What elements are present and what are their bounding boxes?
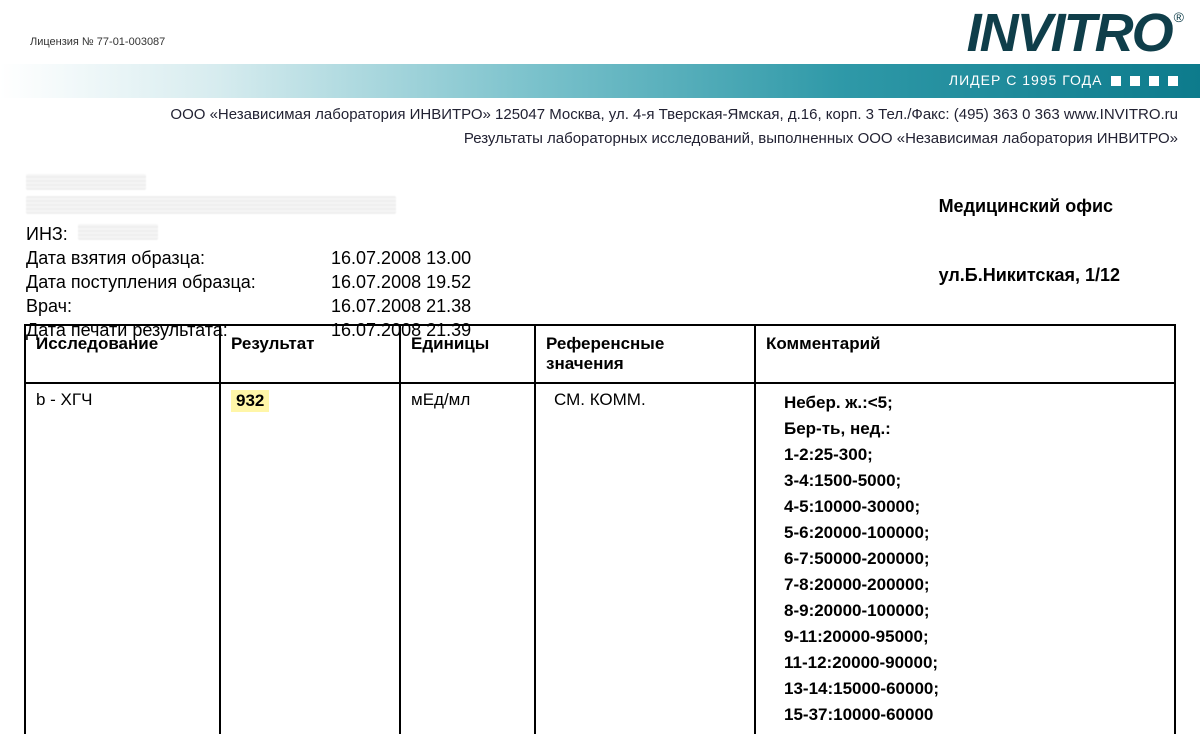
table-row: b - ХГЧ 932 мЕд/мл СМ. КОММ. Небер. ж.:<… <box>25 383 1175 734</box>
sample-received-value: 16.07.2008 19.52 <box>331 270 471 294</box>
cell-units: мЕд/мл <box>400 383 535 734</box>
license-text: Лицензия № 77-01-003087 <box>30 36 165 48</box>
tagline-text: ЛИДЕР С 1995 ГОДА <box>949 72 1103 88</box>
col-comment: Комментарий <box>755 325 1175 383</box>
sample-taken-value: 16.07.2008 13.00 <box>331 246 471 270</box>
square-icon <box>1149 76 1159 86</box>
reference-text: СМ. КОММ. <box>554 390 646 409</box>
company-address-line: ООО «Независимая лаборатория ИНВИТРО» 12… <box>0 106 1200 123</box>
comment-line: Бер-ть, нед.: <box>784 416 1164 442</box>
office-block: Медицинский офис ул.Б.Никитская, 1/12 <box>939 196 1120 286</box>
comment-line: 1-2:25-300; <box>784 442 1164 468</box>
comment-line: 4-5:10000-30000; <box>784 494 1164 520</box>
comment-line: 9-11:20000-95000; <box>784 624 1164 650</box>
doctor-label: Врач: <box>26 294 326 318</box>
cell-comment: Небер. ж.:<5;Бер-ть, нед.:1-2:25-300;3-4… <box>755 383 1175 734</box>
comment-line: 7-8:20000-200000; <box>784 572 1164 598</box>
comment-line: 6-7:50000-200000; <box>784 546 1164 572</box>
doctor-value: 16.07.2008 21.38 <box>331 294 471 318</box>
square-icon <box>1168 76 1178 86</box>
comment-line: 15-37:10000-60000 <box>784 702 1164 728</box>
cell-reference: СМ. КОММ. <box>535 383 755 734</box>
report-subtitle: Результаты лабораторных исследований, вы… <box>0 130 1200 147</box>
comment-line: 5-6:20000-100000; <box>784 520 1164 546</box>
comment-line: 8-9:20000-100000; <box>784 598 1164 624</box>
redacted-patient-details <box>26 196 396 214</box>
sample-taken-label: Дата взятия образца: <box>26 246 326 270</box>
redacted-patient-name <box>26 174 146 190</box>
col-units: Единицы <box>400 325 535 383</box>
table-header-row: Исследование Результат Единицы Референсн… <box>25 325 1175 383</box>
results-table: Исследование Результат Единицы Референсн… <box>24 324 1176 734</box>
sample-received-label: Дата поступления образца: <box>26 270 326 294</box>
square-icon <box>1111 76 1121 86</box>
comment-lines: Небер. ж.:<5;Бер-ть, нед.:1-2:25-300;3-4… <box>766 390 1164 728</box>
cell-result: 932 <box>220 383 400 734</box>
comment-line: 13-14:15000-60000; <box>784 676 1164 702</box>
col-test: Исследование <box>25 325 220 383</box>
col-result: Результат <box>220 325 400 383</box>
logo-word: INVITRO <box>967 3 1172 63</box>
office-address: ул.Б.Никитская, 1/12 <box>939 265 1120 286</box>
logo-text: INVITRO® <box>967 6 1180 60</box>
comment-line: 3-4:1500-5000; <box>784 468 1164 494</box>
square-icon <box>1130 76 1140 86</box>
redacted-inz <box>78 224 158 240</box>
comment-line: 11-12:20000-90000; <box>784 650 1164 676</box>
cell-test: b - ХГЧ <box>25 383 220 734</box>
result-value-highlight: 932 <box>231 390 269 412</box>
comment-line: Небер. ж.:<5; <box>784 390 1164 416</box>
logo-block: INVITRO® <box>967 6 1180 60</box>
inz-label: ИНЗ: <box>26 222 326 246</box>
registered-icon: ® <box>1174 9 1182 25</box>
tagline: ЛИДЕР С 1995 ГОДА <box>949 72 1178 88</box>
col-reference: Референсные значения <box>535 325 755 383</box>
office-title: Медицинский офис <box>939 196 1120 217</box>
